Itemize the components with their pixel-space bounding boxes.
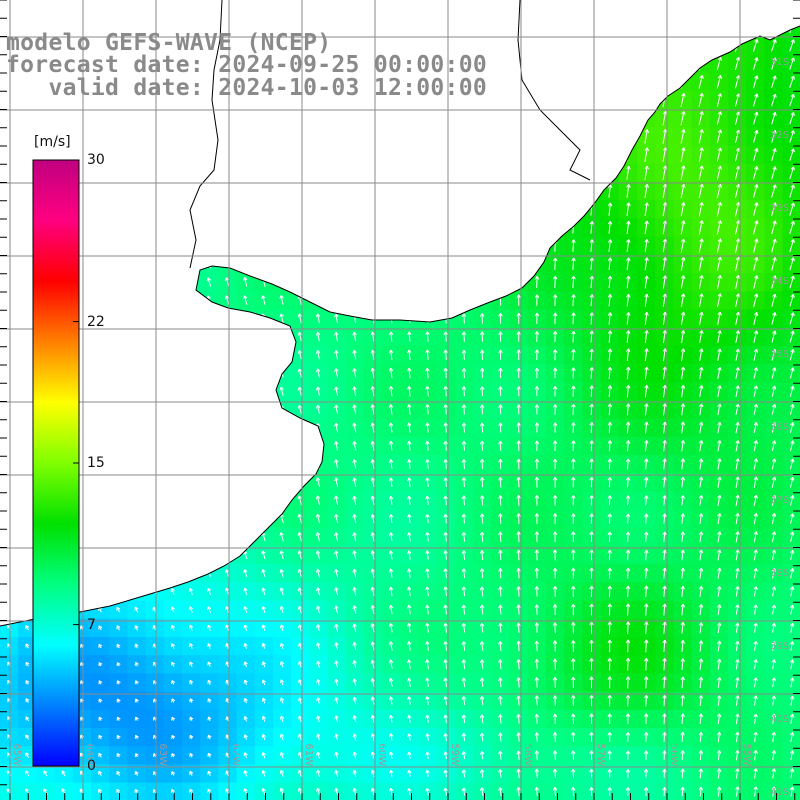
lat-label: 40S — [770, 714, 789, 725]
lon-label: 55W — [741, 743, 752, 766]
lat-label: 41S — [770, 787, 789, 798]
colorbar-tick-15: 15 — [87, 455, 105, 471]
lon-label: 64W — [84, 743, 95, 766]
lat-label: 31S — [770, 57, 789, 68]
lat-label: 37S — [770, 495, 789, 506]
colorbar-tick-7: 7 — [87, 616, 96, 633]
lat-label: 35S — [770, 349, 789, 360]
colorbar-tick-0: 0 — [87, 758, 96, 774]
title-valid-date: valid date: 2024-10-03 12:00:00 — [6, 75, 488, 101]
lon-label: 63W — [157, 743, 168, 766]
lat-label: 32S — [770, 130, 789, 141]
lat-label: 39S — [770, 641, 789, 652]
lon-label: 62W — [230, 743, 241, 766]
lon-label: 59W — [449, 743, 460, 766]
lon-label: 56W — [668, 743, 679, 766]
lat-label: 38S — [770, 568, 789, 579]
colorbar-unit: [m/s] — [34, 134, 71, 150]
colorbar — [32, 159, 80, 767]
title-forecast-date: forecast date: 2024-09-25 00:00:00 — [6, 52, 488, 78]
colorbar-tick-30: 30 — [87, 152, 105, 168]
coastline — [0, 25, 800, 627]
lat-label: 33S — [770, 203, 789, 214]
colorbar-ticks — [73, 159, 79, 767]
lon-label: 61W — [303, 743, 314, 766]
lat-label: 34S — [770, 276, 789, 287]
lon-label: 58W — [522, 743, 533, 766]
border-line-east — [517, 0, 591, 181]
title-model: modelo GEFS-WAVE (NCEP) — [6, 30, 332, 56]
lon-label: 57W — [595, 743, 606, 766]
lon-label: 60W — [376, 743, 387, 766]
colorbar-tick-22: 22 — [87, 313, 105, 330]
border-line — [189, 0, 223, 269]
lon-label: 65W — [11, 743, 22, 766]
lat-label: 36S — [770, 422, 789, 433]
